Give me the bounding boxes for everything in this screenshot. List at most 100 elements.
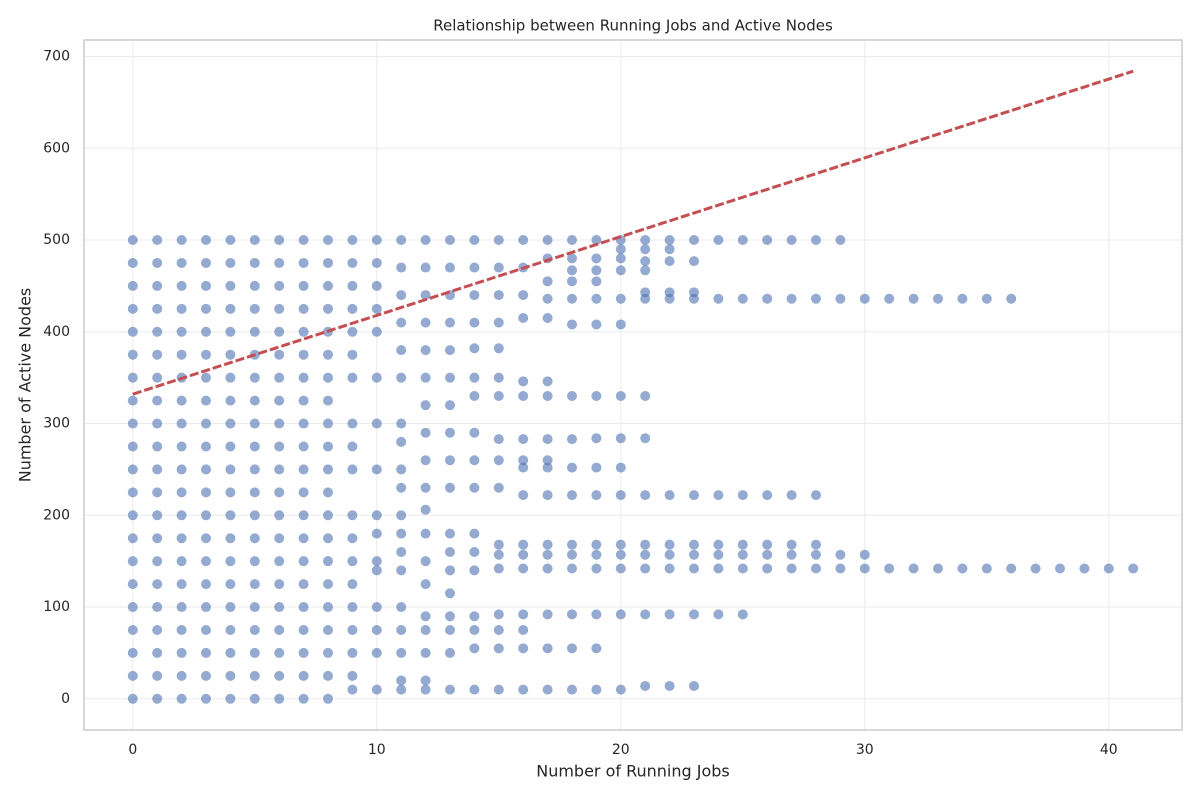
point xyxy=(127,624,138,635)
point xyxy=(225,441,236,452)
point xyxy=(542,276,553,287)
point xyxy=(249,418,260,429)
point xyxy=(127,372,138,383)
point xyxy=(396,436,407,447)
point xyxy=(152,693,163,704)
point xyxy=(201,464,211,475)
point xyxy=(640,391,651,402)
point xyxy=(298,303,309,314)
point xyxy=(762,293,773,304)
point xyxy=(567,391,577,402)
point xyxy=(225,510,236,521)
point xyxy=(933,563,943,574)
point xyxy=(542,293,553,304)
point xyxy=(323,464,333,475)
point xyxy=(542,455,553,466)
point xyxy=(298,647,309,658)
point xyxy=(274,487,285,498)
point xyxy=(201,510,211,521)
point xyxy=(127,464,138,475)
point xyxy=(640,256,651,267)
point xyxy=(298,395,309,406)
point xyxy=(323,487,333,498)
point xyxy=(469,343,480,354)
point xyxy=(981,293,992,304)
point xyxy=(957,293,968,304)
point xyxy=(493,343,504,354)
point xyxy=(201,556,211,567)
point xyxy=(542,563,553,574)
point xyxy=(518,539,529,550)
point xyxy=(591,293,602,304)
point xyxy=(1103,563,1114,574)
point xyxy=(664,680,675,691)
point xyxy=(274,349,285,360)
point xyxy=(957,563,968,574)
point xyxy=(640,680,651,691)
point xyxy=(323,647,333,658)
point xyxy=(127,441,138,452)
point xyxy=(323,533,333,544)
point xyxy=(371,235,382,246)
point xyxy=(274,647,285,658)
point xyxy=(201,487,211,498)
plot-frame xyxy=(83,39,1183,731)
point xyxy=(274,395,285,406)
point xyxy=(152,280,163,291)
point xyxy=(713,293,724,304)
point xyxy=(396,418,407,429)
point xyxy=(420,427,431,438)
y-tick-label: 300 xyxy=(43,416,70,432)
point xyxy=(274,533,285,544)
point xyxy=(347,349,358,360)
point xyxy=(127,556,138,567)
point xyxy=(493,684,504,695)
point xyxy=(518,391,529,402)
point xyxy=(445,528,455,539)
point xyxy=(811,293,821,304)
point xyxy=(420,400,431,411)
point xyxy=(445,546,455,557)
point xyxy=(347,510,358,521)
x-tick-label: 10 xyxy=(368,742,386,758)
point xyxy=(298,257,309,268)
point xyxy=(176,487,187,498)
point xyxy=(493,643,504,654)
point xyxy=(664,490,675,501)
point xyxy=(591,433,602,444)
point xyxy=(615,684,626,695)
point xyxy=(469,427,480,438)
point xyxy=(298,418,309,429)
point xyxy=(615,563,626,574)
point xyxy=(176,464,187,475)
point xyxy=(420,675,431,686)
point xyxy=(445,317,455,328)
point xyxy=(323,303,333,314)
point xyxy=(713,490,724,501)
point xyxy=(762,563,773,574)
point xyxy=(542,643,553,654)
point xyxy=(567,235,577,246)
point xyxy=(323,693,333,704)
point xyxy=(737,609,748,620)
point xyxy=(249,464,260,475)
point xyxy=(615,391,626,402)
point xyxy=(396,290,407,301)
point xyxy=(347,418,358,429)
point xyxy=(152,326,163,337)
point xyxy=(493,624,504,635)
point xyxy=(835,235,846,246)
point xyxy=(518,624,529,635)
point xyxy=(469,317,480,328)
point xyxy=(567,563,577,574)
point xyxy=(371,602,382,613)
point xyxy=(445,427,455,438)
point xyxy=(274,372,285,383)
point xyxy=(225,372,236,383)
point xyxy=(225,235,236,246)
point xyxy=(518,313,529,324)
point xyxy=(201,349,211,360)
point xyxy=(152,257,163,268)
point xyxy=(420,579,431,590)
